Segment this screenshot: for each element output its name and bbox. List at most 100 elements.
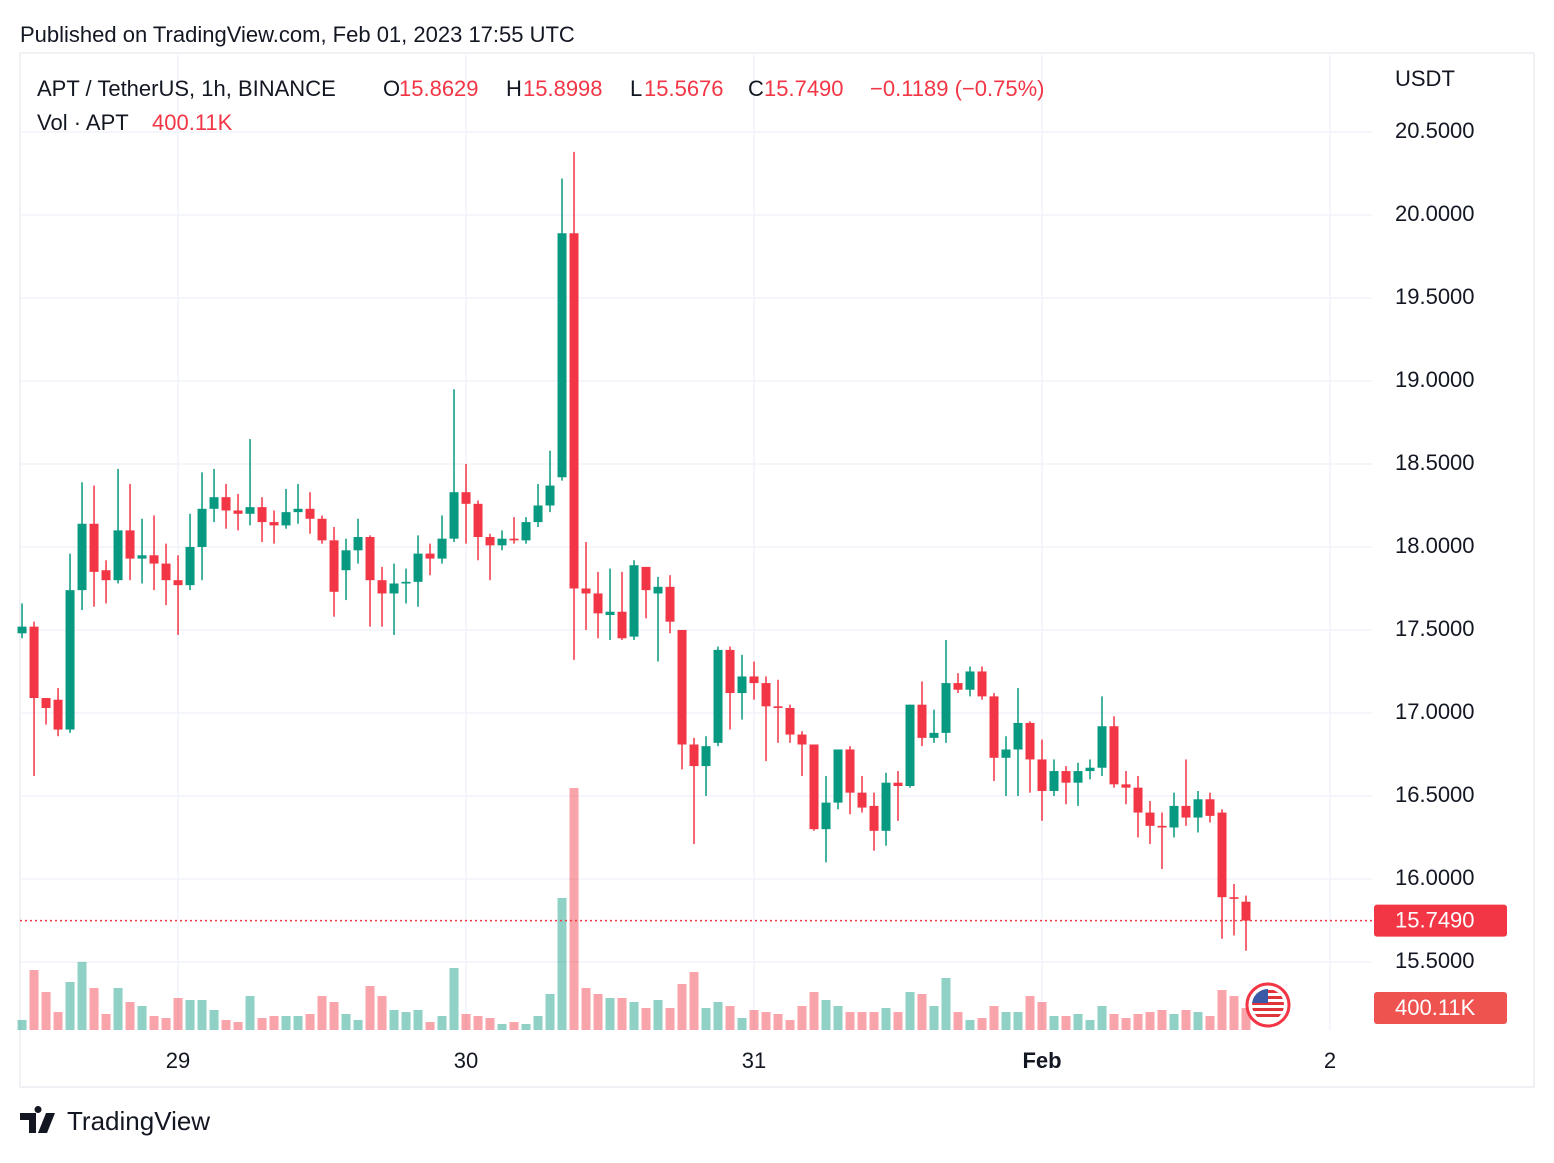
flag-icon (1245, 982, 1291, 1028)
candle-body (293, 508, 303, 513)
candle-body (773, 706, 783, 708)
volume-bar (677, 983, 687, 1030)
candle-body (1049, 771, 1059, 791)
currency: USDT (1395, 66, 1455, 91)
candle-body (893, 782, 903, 787)
volume-bar (317, 996, 327, 1030)
candle-body (1109, 726, 1119, 785)
volume-bar (749, 1009, 759, 1030)
volume-bar (185, 999, 195, 1030)
low-label: L (630, 76, 642, 101)
volume-bar (1133, 1013, 1143, 1030)
volume-bar (1193, 1012, 1203, 1030)
candle-body (149, 555, 159, 564)
open-value: 15.8629 (399, 76, 479, 101)
candle-body (569, 233, 579, 589)
volume-bar (1229, 996, 1239, 1030)
high-value: 15.8998 (523, 76, 603, 101)
candle-body (581, 588, 591, 594)
candle-body (521, 522, 531, 541)
candle-body (545, 485, 555, 506)
candle-body (809, 744, 819, 830)
candle-body (605, 611, 615, 616)
volume-bar (521, 1024, 531, 1030)
candle-body (353, 537, 363, 551)
volume-bar (533, 1015, 543, 1030)
candle-body (1169, 805, 1179, 828)
volume-bar (137, 1006, 147, 1030)
candle-body (989, 696, 999, 758)
candle-body (29, 626, 39, 699)
candle-body (221, 497, 231, 511)
y-tick-label: 19.5000 (1395, 284, 1475, 309)
volume-bar (173, 997, 183, 1030)
volume-bar (425, 1022, 435, 1030)
candles (17, 151, 1251, 951)
volume-bar (629, 1002, 639, 1030)
candle-body (137, 555, 147, 559)
change: −0.1189 (−0.75%) (870, 76, 1045, 101)
volume-bar (413, 1009, 423, 1030)
volume-bar (281, 1015, 291, 1030)
volume-bar (833, 1006, 843, 1030)
volume-bar (353, 1019, 363, 1030)
candle-body (641, 566, 651, 591)
volume-bar (797, 1006, 807, 1030)
candle-body (1085, 767, 1095, 772)
candle-body (1013, 722, 1023, 750)
volume-bar (485, 1018, 495, 1030)
volume-bar (113, 987, 123, 1030)
low-value: 15.5676 (644, 76, 724, 101)
volume-value: 400.11K (152, 110, 233, 135)
volume-bar (1001, 1012, 1011, 1030)
volume-bar (461, 1013, 471, 1030)
candle-body (269, 522, 279, 526)
volume-bar (761, 1012, 771, 1030)
volume-bar (233, 1022, 243, 1030)
candle-body (1001, 749, 1011, 758)
candle-body (725, 649, 735, 694)
volume-bar (1049, 1015, 1059, 1030)
candle-body (77, 523, 87, 591)
candle-body (461, 492, 471, 504)
candle-body (161, 563, 171, 581)
candle-body (761, 683, 771, 707)
y-tick-label: 18.5000 (1395, 450, 1475, 475)
candle-body (917, 704, 927, 738)
volume-bar (257, 1018, 267, 1030)
x-tick-label: 2 (1324, 1048, 1336, 1073)
candle-body (197, 508, 207, 547)
candle-body (833, 749, 843, 803)
volume-bar (509, 1022, 519, 1030)
volume-bar (1025, 996, 1035, 1030)
volume-bar (869, 1012, 879, 1030)
x-tick-label: 31 (742, 1048, 766, 1073)
volume-bar (401, 1012, 411, 1030)
volume-bar (593, 993, 603, 1030)
volume-bar (1085, 1019, 1095, 1030)
candle-body (185, 546, 195, 586)
volume-bar (221, 1019, 231, 1030)
volume-bar (641, 1008, 651, 1030)
volume-bar (857, 1012, 867, 1030)
volume-bar (209, 1009, 219, 1030)
volume-bar (1169, 1013, 1179, 1030)
y-tick-label: 16.0000 (1395, 865, 1475, 890)
volume-bar (821, 999, 831, 1030)
candle-body (125, 530, 135, 559)
volume-bar (953, 1012, 963, 1030)
candle-body (101, 570, 111, 581)
x-tick-label: 30 (454, 1048, 478, 1073)
candle-body (713, 649, 723, 743)
volume-bar (149, 1015, 159, 1030)
volume-bar (713, 1002, 723, 1030)
high-label: H (506, 76, 522, 101)
candle-body (665, 586, 675, 622)
symbol: APT / TetherUS, 1h, BINANCE (37, 76, 336, 101)
volume-bar (545, 993, 555, 1030)
candle-body (1181, 805, 1191, 818)
candle-body (497, 538, 507, 546)
volume-bar (341, 1013, 351, 1030)
y-tick-label: 20.0000 (1395, 201, 1475, 226)
